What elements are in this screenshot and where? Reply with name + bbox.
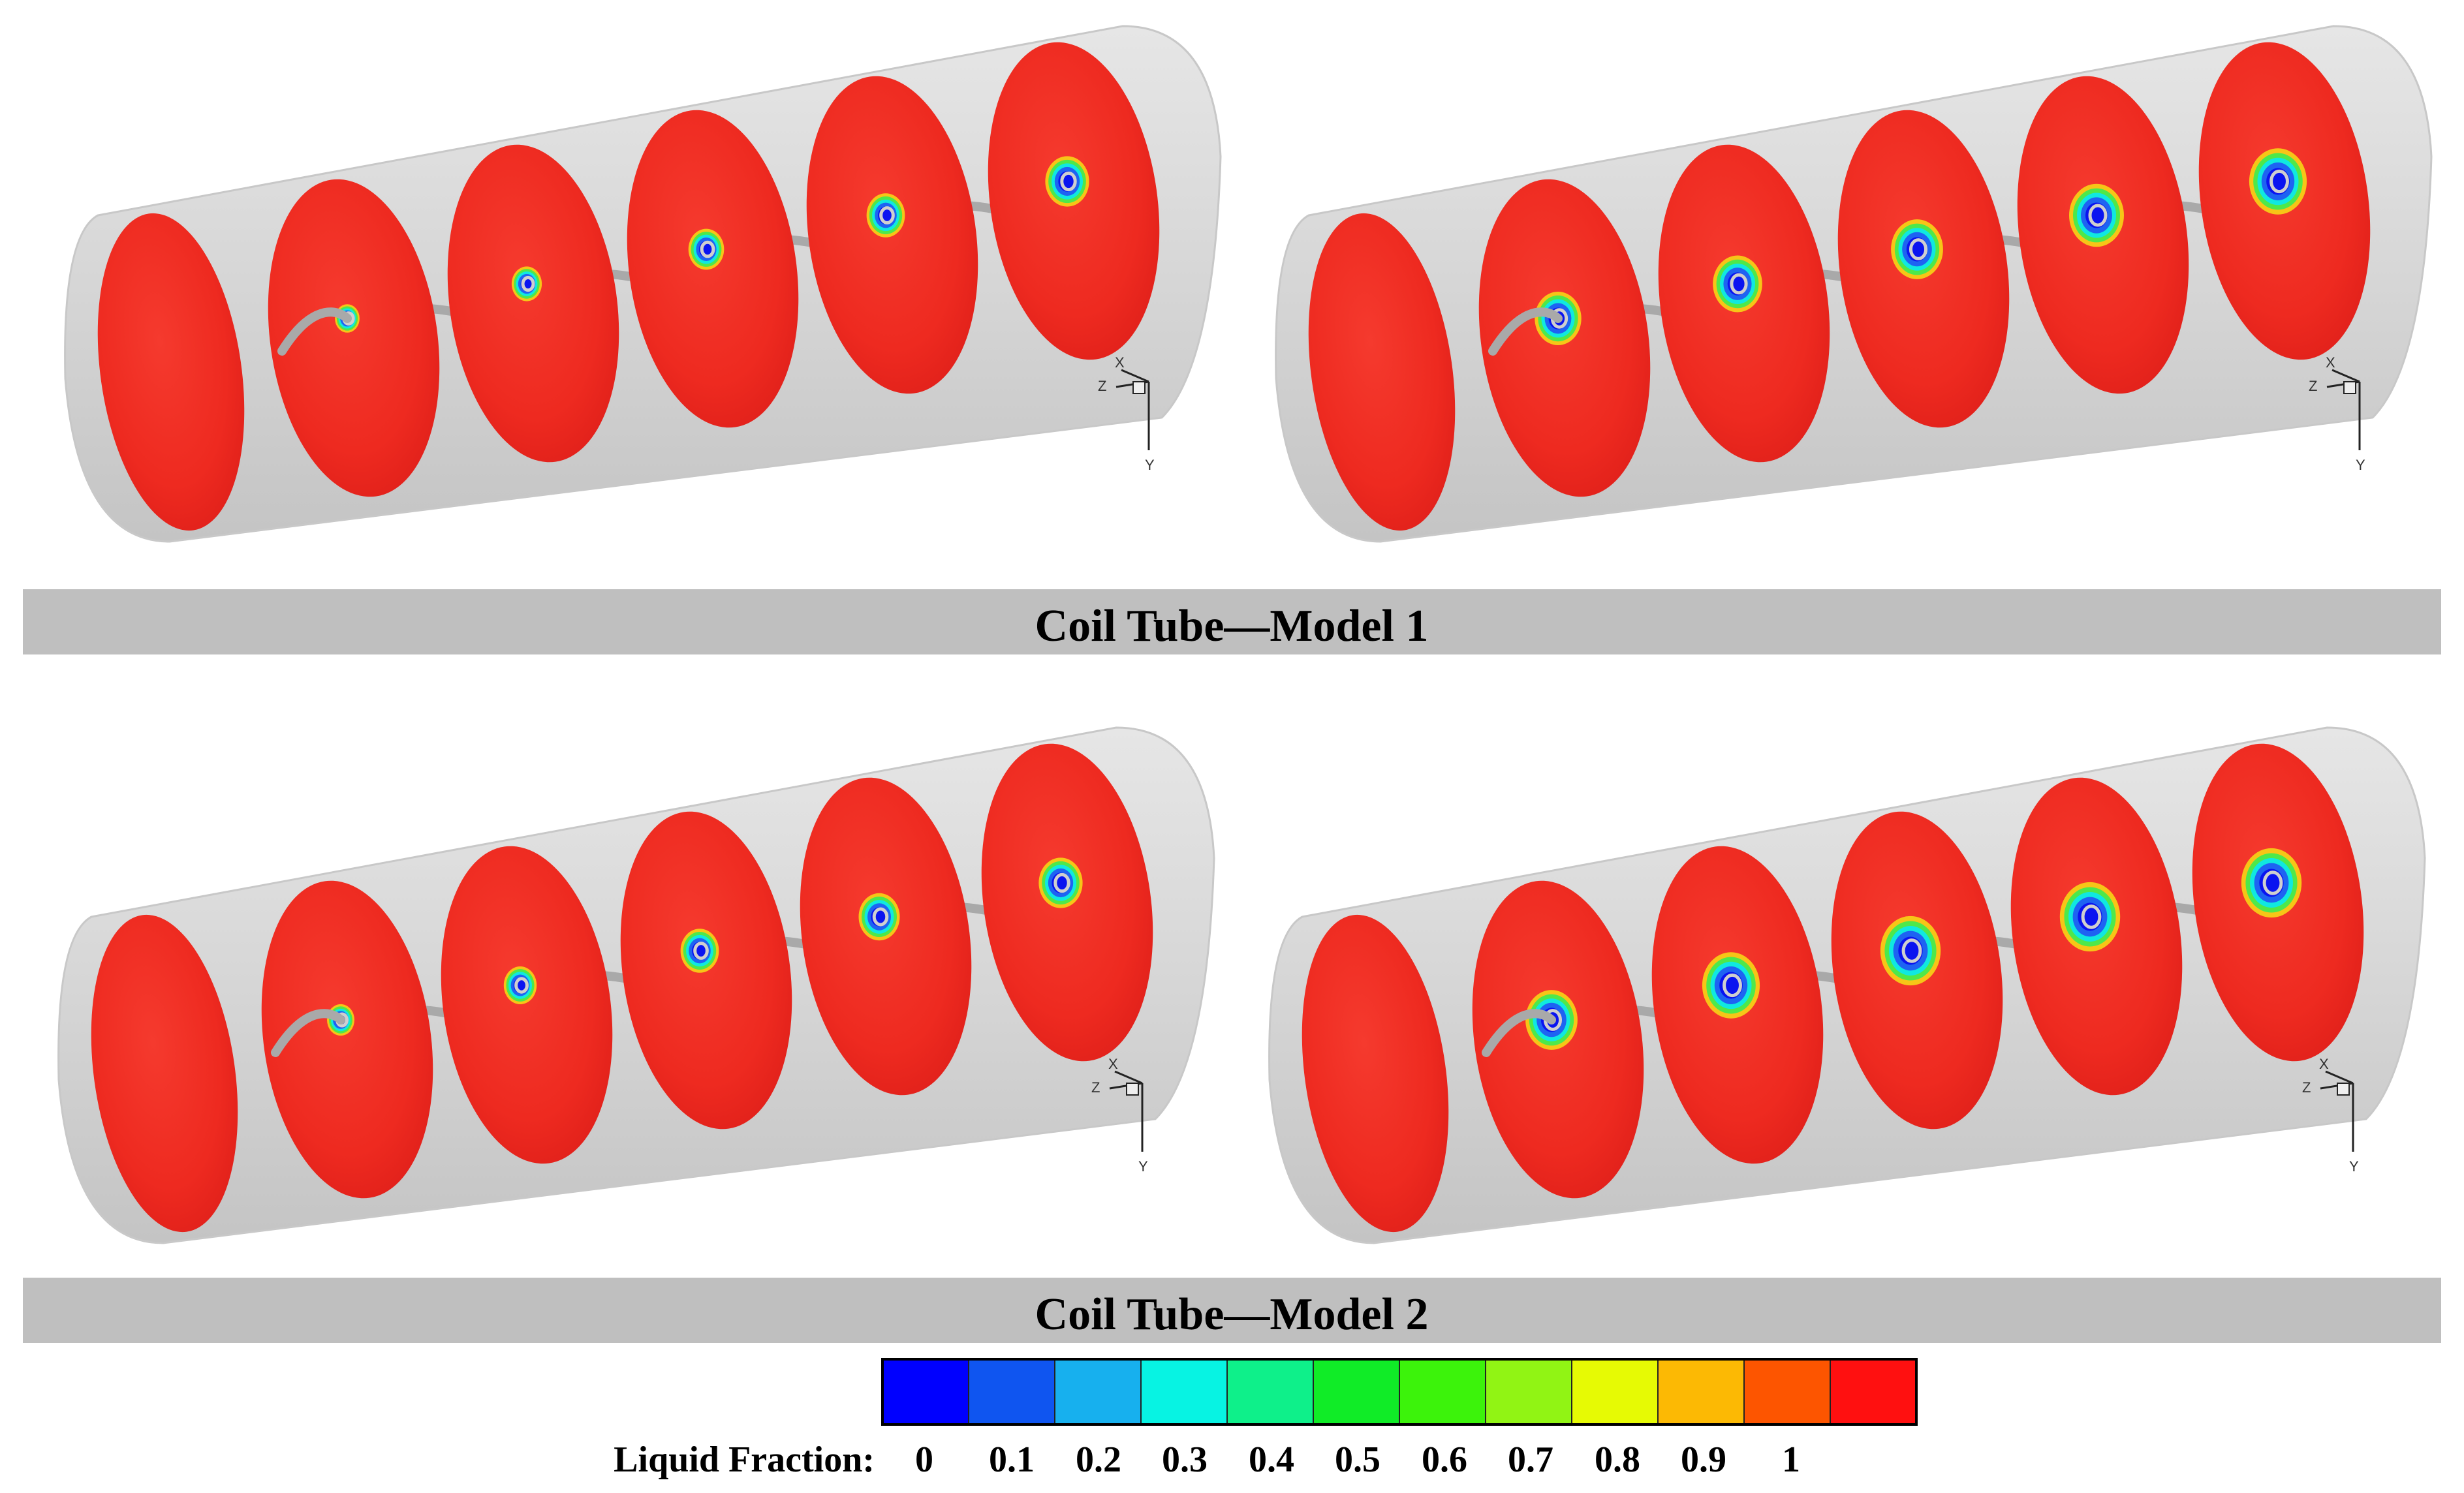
coil-tube-section [2269, 169, 2289, 194]
axis-y-label: Y [1145, 457, 1155, 473]
colorbar-swatch [1054, 1359, 1142, 1425]
axis-z-label: Z [2302, 1079, 2311, 1096]
colorbar-swatches [881, 1358, 1918, 1426]
cross-section-disc [1308, 213, 1456, 531]
axis-y-label: Y [2349, 1158, 2359, 1175]
coil-inlet [1482, 1009, 1556, 1057]
axis-z-label: Z [2309, 378, 2317, 394]
coil-tube-section [1053, 872, 1070, 893]
banner-model2-label: Coil Tube—Model 2 [1035, 1289, 1429, 1340]
colorbar-tick-label: 1 [1782, 1439, 1800, 1480]
cross-section-disc [97, 213, 245, 531]
coil-tube-section [693, 942, 709, 960]
axis-y-label: Y [2356, 457, 2365, 473]
banner-model1-bar [23, 589, 2441, 654]
axis-x-label: X [2326, 354, 2335, 371]
coil-tube-section [872, 907, 889, 927]
axis-triad: XZ Y [1091, 1056, 1148, 1175]
coil-tube-section [2088, 204, 2108, 227]
panel-model1-left: XZ Y [64, 25, 1222, 543]
axis-x-label: X [1108, 1056, 1118, 1072]
coil-tube-section [1730, 273, 1748, 295]
colorbar-swatch [1485, 1359, 1572, 1425]
colorbar-tick-label: 0.3 [1162, 1439, 1208, 1480]
banner-model1: Coil Tube—Model 1 [23, 589, 2441, 654]
coil-inlet [277, 307, 352, 356]
coil-tube-section [514, 977, 529, 994]
panel-model2-left: XZ Y [57, 726, 1215, 1244]
coil-tube-section [1909, 238, 1928, 260]
colorbar-swatch [1571, 1359, 1659, 1425]
coil-tube-section [700, 240, 715, 258]
coil-tube-section [2262, 870, 2283, 895]
coil-inlet [271, 1009, 345, 1057]
colorbar-swatch [1743, 1359, 1831, 1425]
panel-model1-right: XZ Y [1275, 25, 2433, 543]
axis-z-label: Z [1091, 1079, 1100, 1096]
cross-section-disc [261, 880, 433, 1199]
cross-section-disc [447, 144, 619, 463]
colorbar-ticks: 0 0.1 0.2 0.3 0.4 0.5 0.6 0.7 0.8 0.9 1 [915, 1439, 1800, 1480]
colorbar-swatch [1399, 1359, 1486, 1425]
axis-x-label: X [2319, 1056, 2329, 1072]
colorbar-swatch [1313, 1359, 1400, 1425]
cross-section-disc [627, 110, 799, 428]
coil-tube-section [521, 275, 535, 292]
axis-y-label: Y [1138, 1158, 1148, 1175]
axis-z-label: Z [1098, 378, 1106, 394]
colorbar-tick-label: 0.4 [1249, 1439, 1294, 1480]
coil-tube-section [879, 206, 895, 224]
coil-tube-section [2081, 904, 2102, 929]
coil-tube-section [1723, 973, 1742, 998]
cross-section-disc [268, 179, 440, 497]
colorbar-tick-label: 0.1 [989, 1439, 1035, 1480]
axis-x-label: X [1115, 354, 1125, 371]
colorbar-tick-label: 0.8 [1595, 1439, 1640, 1480]
colorbar-swatch [1226, 1359, 1314, 1425]
cross-section-disc [91, 914, 238, 1233]
colorbar-tick-label: 0.5 [1335, 1439, 1380, 1480]
colorbar-tick-label: 0.7 [1508, 1439, 1553, 1480]
banner-model2: Coil Tube—Model 2 [23, 1278, 2441, 1343]
colorbar-tick-label: 0 [915, 1439, 933, 1480]
colorbar-tick-label: 0.2 [1076, 1439, 1121, 1480]
colorbar-label: Liquid Fraction: [614, 1439, 875, 1480]
axis-triad: XZ Y [2302, 1056, 2359, 1175]
panel-model2-right: XZ Y [1268, 726, 2426, 1244]
colorbar-swatch [968, 1359, 1055, 1425]
cross-section-disc [441, 846, 613, 1164]
colorbar-tick-label: 0.6 [1422, 1439, 1467, 1480]
colorbar-swatch [1657, 1359, 1745, 1425]
colorbar-swatch [1830, 1359, 1917, 1425]
colorbar: Liquid Fraction: 0 0.1 0.2 0.3 0.4 0.5 0.6 0.7 0… [614, 1358, 1918, 1480]
coil-tube-section [1901, 938, 1922, 963]
coil-tube-section [1060, 171, 1077, 192]
axis-triad: XZ Y [1098, 354, 1155, 473]
colorbar-swatch [882, 1359, 969, 1425]
banner-model1-label: Coil Tube—Model 1 [1035, 601, 1429, 651]
banner-model2-bar [23, 1278, 2441, 1343]
cross-section-disc [1302, 914, 1449, 1233]
colorbar-tick-label: 0.9 [1681, 1439, 1726, 1480]
colorbar-swatch [1140, 1359, 1228, 1425]
coil-inlet [1488, 307, 1563, 356]
axis-triad: XZ Y [2309, 354, 2365, 473]
